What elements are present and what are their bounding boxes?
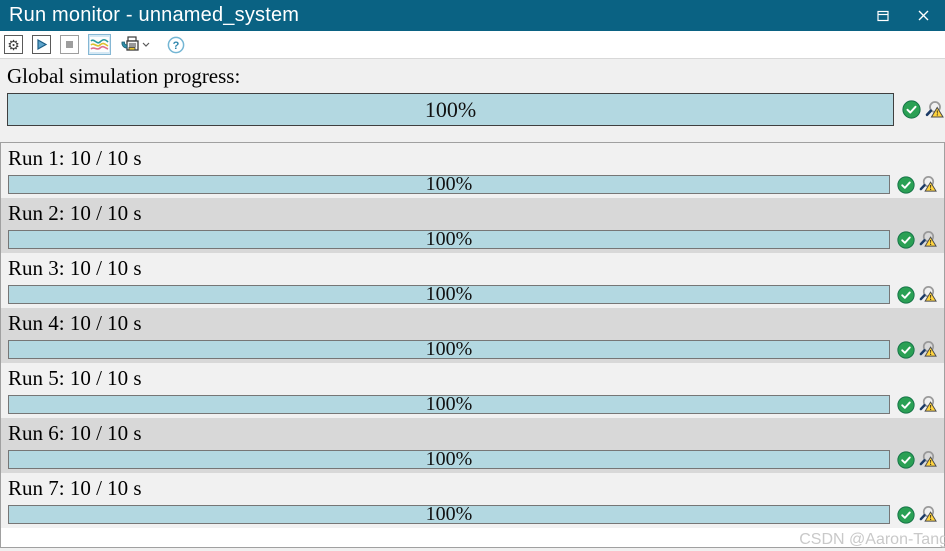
global-progress-row: 100% ! [0, 93, 945, 126]
check-circle-icon [897, 230, 915, 249]
run-progress-bar: 100% [8, 283, 890, 305]
svg-text:!: ! [929, 459, 931, 467]
help-button[interactable]: ? [165, 34, 186, 55]
close-icon [918, 10, 928, 21]
run-bar-line: 100% ! [1, 394, 944, 415]
run-progress-bar: 100% [8, 503, 890, 525]
svg-text:!: ! [929, 239, 931, 247]
run-progress-value: 100% [425, 448, 473, 470]
run-progress-bar: 100% [8, 173, 890, 195]
chevron-down-icon [142, 42, 150, 47]
check-circle-icon [897, 450, 915, 469]
run-row: Run 5: 10 / 10 s 100% ! [1, 363, 944, 418]
start-simulation-button[interactable] [32, 35, 51, 54]
titlebar: Run monitor - unnamed_system [0, 0, 945, 31]
check-circle-icon [897, 505, 915, 524]
svg-text:!: ! [929, 184, 931, 192]
export-dropdown-button[interactable] [142, 42, 150, 47]
run-progress-bar: 100% [8, 393, 890, 415]
warnings-magnifier-icon[interactable]: ! [918, 505, 938, 524]
maximize-icon [877, 10, 889, 21]
check-circle-icon [897, 175, 915, 194]
svg-text:?: ? [172, 40, 179, 52]
run-row: Run 7: 10 / 10 s 100% ! [1, 473, 944, 528]
gear-icon: ⚙ [7, 36, 20, 53]
run-label: Run 3: 10 / 10 s [8, 256, 142, 280]
run-progress-bar: 100% [8, 338, 890, 360]
run-label: Run 6: 10 / 10 s [8, 421, 142, 445]
run-bar-line: 100% ! [1, 229, 944, 250]
run-row: Run 2: 10 / 10 s 100% ! [1, 198, 944, 253]
run-progress-bar: 100% [8, 448, 890, 470]
svg-text:!: ! [929, 404, 931, 412]
run-progress-value: 100% [425, 503, 473, 525]
run-bar-line: 100% ! [1, 284, 944, 305]
toolbar: ⚙ ? [0, 31, 945, 59]
print-export-button[interactable] [120, 34, 141, 55]
svg-text:!: ! [929, 294, 931, 302]
run-bar-line: 100% ! [1, 174, 944, 195]
run-row: Run 6: 10 / 10 s 100% ! [1, 418, 944, 473]
check-circle-icon [902, 100, 921, 119]
run-progress-value: 100% [425, 283, 473, 305]
run-progress-bar: 100% [8, 228, 890, 250]
window-title: Run monitor - unnamed_system [9, 4, 300, 26]
warnings-magnifier-icon[interactable]: ! [918, 395, 938, 414]
run-row: Run 1: 10 / 10 s 100% ! [1, 143, 944, 198]
curves-button[interactable] [88, 34, 111, 55]
check-circle-icon [897, 285, 915, 304]
svg-text:!: ! [936, 108, 939, 117]
warnings-magnifier-icon[interactable]: ! [918, 285, 938, 304]
run-progress-value: 100% [425, 338, 473, 360]
run-bar-line: 100% ! [1, 339, 944, 360]
curves-icon [90, 37, 109, 52]
run-row: Run 4: 10 / 10 s 100% ! [1, 308, 944, 363]
content-area: Global simulation progress: 100% ! Run 1… [0, 59, 945, 550]
run-progress-value: 100% [425, 173, 473, 195]
printer-icon [121, 35, 139, 51]
maximize-button[interactable] [863, 0, 903, 31]
global-progress-bar: 100% [7, 93, 894, 126]
help-icon: ? [167, 36, 184, 53]
stop-icon [66, 41, 73, 48]
run-list: Run 1: 10 / 10 s 100% ! Run [0, 142, 945, 548]
stop-simulation-button[interactable] [60, 35, 79, 54]
global-progress-value: 100% [424, 96, 477, 122]
run-label: Run 5: 10 / 10 s [8, 366, 142, 390]
warnings-magnifier-icon[interactable]: ! [918, 340, 938, 359]
global-progress-label: Global simulation progress: [7, 64, 241, 88]
close-button[interactable] [903, 0, 943, 31]
check-circle-icon [897, 340, 915, 359]
play-icon [37, 38, 48, 51]
check-circle-icon [897, 395, 915, 414]
warnings-magnifier-icon[interactable]: ! [918, 450, 938, 469]
run-label: Run 1: 10 / 10 s [8, 146, 142, 170]
run-label: Run 7: 10 / 10 s [8, 476, 142, 500]
warnings-magnifier-icon[interactable]: ! [918, 175, 938, 194]
run-progress-value: 100% [425, 393, 473, 415]
warnings-magnifier-icon[interactable]: ! [924, 100, 945, 120]
svg-text:!: ! [929, 349, 931, 357]
settings-button[interactable]: ⚙ [4, 35, 23, 54]
run-label: Run 2: 10 / 10 s [8, 201, 142, 225]
run-label: Run 4: 10 / 10 s [8, 311, 142, 335]
svg-text:!: ! [929, 514, 931, 522]
run-progress-value: 100% [425, 228, 473, 250]
run-bar-line: 100% ! [1, 449, 944, 470]
run-row: Run 3: 10 / 10 s 100% ! [1, 253, 944, 308]
warnings-magnifier-icon[interactable]: ! [918, 230, 938, 249]
run-bar-line: 100% ! [1, 504, 944, 525]
